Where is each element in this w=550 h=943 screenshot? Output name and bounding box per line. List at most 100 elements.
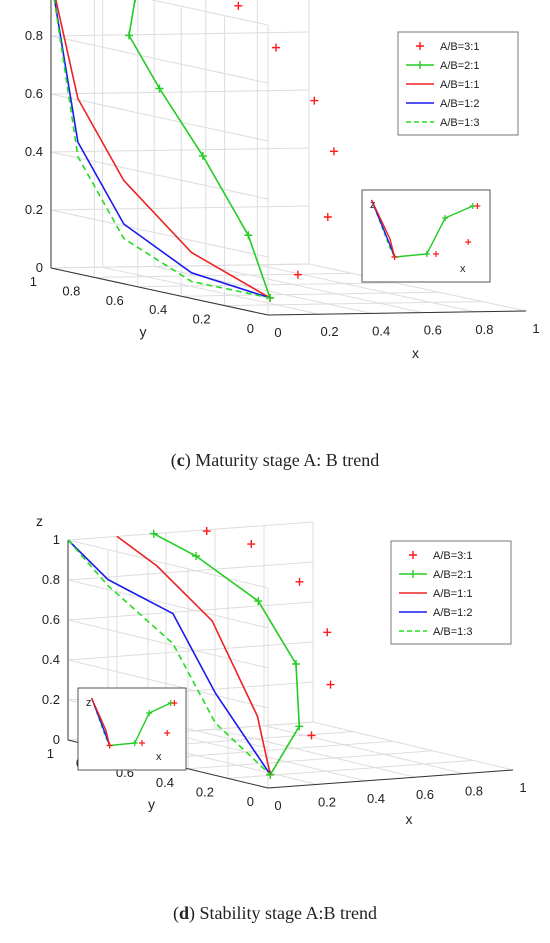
z-tick-label: 0 (53, 732, 60, 747)
caption-d-letter: d (178, 903, 189, 923)
grid-line (154, 265, 372, 314)
series-point (293, 270, 302, 279)
x-axis-line (267, 310, 527, 316)
y-axis-line (50, 267, 269, 316)
chart-c-axes: 0 0.2 0.4 0.6 0.8 100.20.40.60.8100.20.40.60.… (25, 0, 540, 361)
grid-line (94, 272, 353, 278)
grid-line (50, 263, 310, 269)
chart-d-legend: A/B=3:1 A/B=2:1 A/B=1:1 A/B=1:2 A/B=1:3 (390, 540, 512, 645)
grid-line (50, 31, 310, 37)
series-point (198, 151, 207, 160)
legend-entry: A/B=2:1 (440, 60, 479, 72)
grid-line (181, 291, 440, 297)
series-point (149, 529, 158, 538)
grid-line (257, 264, 475, 313)
inset-series-point (391, 254, 398, 260)
inset-series-point (131, 740, 138, 746)
legend-entry: A/B=1:1 (433, 588, 472, 600)
inset-z-label: z (370, 199, 376, 211)
chart-c-legend: A/B=3:1 A/B=2:1 A/B=1:1 A/B=1:2 A/B=1:3 (397, 31, 519, 136)
grid-line (137, 282, 396, 288)
legend-entry: A/B=1:3 (433, 626, 472, 638)
series-point (295, 722, 304, 731)
inset-x-label: x (460, 263, 466, 275)
grid-line (67, 659, 269, 709)
x-tick-label: 0.8 (475, 322, 493, 337)
grid-line (50, 35, 269, 84)
series-point (323, 628, 332, 637)
grid-line (224, 301, 483, 307)
grid-line (67, 579, 269, 629)
y-tick-label: 0.8 (62, 283, 80, 298)
z-tick-label: 0.4 (25, 144, 43, 159)
grid-line (50, 209, 269, 258)
y-axis-label: y (148, 796, 155, 812)
inset-series-point (139, 740, 145, 746)
series-point (125, 31, 133, 40)
series-line-13 (67, 539, 271, 776)
inset-box (77, 687, 187, 771)
grid-line (67, 641, 314, 661)
z-tick-label: 0.2 (42, 692, 60, 707)
series-point (272, 43, 281, 52)
grid-line (214, 728, 416, 778)
x-tick-label: 0.6 (416, 787, 434, 802)
y-tick-label: 0.2 (196, 784, 214, 799)
z-tick-label: 0.4 (42, 652, 60, 667)
series-point (134, 0, 136, 3)
x-tick-label: 1 (519, 780, 526, 795)
chart-panel-c: 0 0.2 0.4 0.6 0.8 1 0 0.2 0.4 0.6 0.8 1 0 0.2 0.4 0.6 0.… (0, 0, 550, 430)
inset-series-line (109, 702, 172, 747)
chart-c-series (53, 0, 338, 302)
legend-entry: A/B=1:2 (433, 607, 472, 619)
grid-line (150, 0, 269, 26)
legend-swatch (416, 42, 424, 50)
x-tick-label: 0.2 (318, 794, 336, 809)
series-point (155, 84, 164, 93)
legend-entry: A/B=3:1 (440, 41, 479, 53)
series-line-12 (67, 539, 271, 776)
series-point (292, 660, 300, 668)
chart-d-series (67, 527, 335, 779)
chart-c-inset: zx (361, 189, 491, 283)
series-point (254, 597, 263, 606)
grid-line (187, 750, 434, 770)
z-tick-label: 0.6 (42, 612, 60, 627)
inset-series-point (423, 251, 430, 257)
chart-d-svg: 00.20.40.60.8100.20.40.60.8100.20.40.60.… (36, 513, 527, 827)
inset-series-point (106, 742, 113, 749)
x-tick-label: 0 (274, 325, 281, 340)
x-tick-label: 0.2 (321, 324, 339, 339)
x-tick-label: 1 (532, 321, 539, 336)
legend-entry: A/B=1:1 (440, 79, 479, 91)
inset-series-line (370, 199, 396, 258)
grid-line (147, 740, 394, 760)
y-tick-label: 0 (247, 794, 254, 809)
chart-c-svg: 0 0.2 0.4 0.6 0.8 100.20.40.60.8100.20.40.60.… (25, 0, 540, 361)
caption-d: (d) Stability stage A:B trend (172, 903, 377, 923)
caption-c-letter: c (176, 450, 185, 470)
series-point (329, 147, 338, 156)
series-line-21 (153, 532, 301, 776)
inset-series-point (442, 215, 449, 221)
series-point (326, 680, 335, 689)
grid-line (205, 265, 423, 314)
grid-line (50, 89, 310, 95)
series-point (244, 231, 253, 240)
inset-series-point (164, 730, 171, 736)
legend-entry: A/B=2:1 (433, 569, 472, 581)
inset-series-point (465, 239, 472, 245)
grid-line (67, 539, 269, 589)
y-tick-label: 1 (30, 274, 37, 289)
grid-line (67, 601, 314, 621)
grid-line (102, 266, 320, 315)
series-line-12 (53, 0, 271, 299)
grid-line (67, 561, 314, 581)
legend-entry: A/B=3:1 (433, 550, 472, 562)
y-tick-label: 0 (247, 321, 254, 336)
y-tick-label: 0.6 (106, 293, 124, 308)
series-point (323, 213, 332, 221)
grid-line (67, 521, 314, 541)
x-tick-label: 0.8 (465, 784, 483, 799)
grid-line (67, 619, 269, 669)
